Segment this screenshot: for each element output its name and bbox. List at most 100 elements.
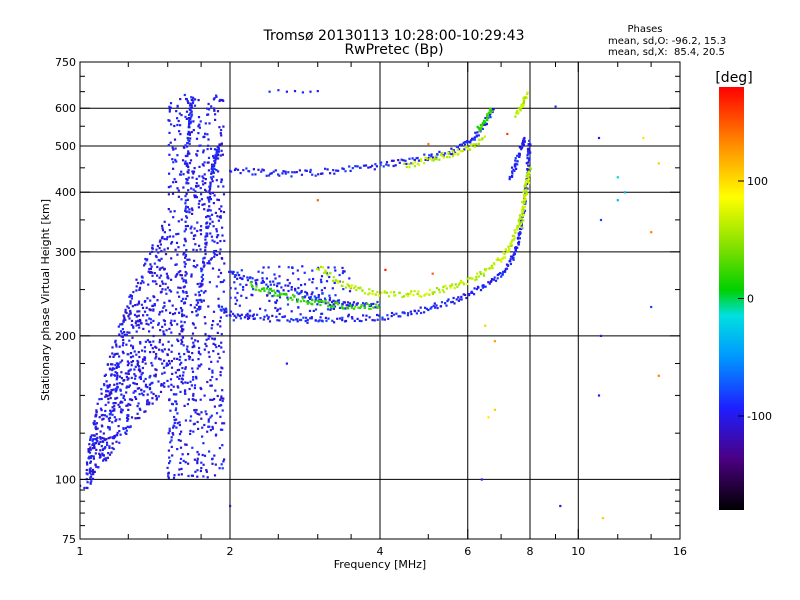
echo-point <box>503 256 507 259</box>
echo-point <box>308 278 311 281</box>
echo-point <box>209 176 213 179</box>
echo-point <box>188 140 191 143</box>
echo-point <box>151 271 154 274</box>
echo-point <box>165 329 168 332</box>
echo-point <box>117 403 120 406</box>
echo-point <box>110 389 114 392</box>
echo-point <box>139 282 142 285</box>
echo-point <box>169 185 172 188</box>
echo-point <box>295 171 298 174</box>
echo-point <box>373 168 376 171</box>
echo-point <box>219 325 222 328</box>
echo-point <box>151 402 154 405</box>
echo-point <box>435 156 438 159</box>
echo-point <box>194 411 197 414</box>
echo-point <box>434 155 437 158</box>
echo-point <box>278 174 281 177</box>
echo-point <box>470 277 474 280</box>
echo-point <box>466 277 469 280</box>
echo-point <box>163 359 166 362</box>
echo-point <box>413 290 416 293</box>
echo-point <box>110 451 113 454</box>
echo-point <box>111 413 114 416</box>
echo-point <box>211 337 214 340</box>
echo-point <box>118 430 121 433</box>
echo-point <box>120 393 123 396</box>
echo-point <box>505 267 509 270</box>
echo-point <box>167 208 170 211</box>
echo-point <box>164 288 167 291</box>
echo-point <box>173 138 177 141</box>
echo-point <box>194 194 197 197</box>
echo-point <box>469 277 472 280</box>
echo-point <box>158 247 161 250</box>
echo-point <box>363 305 366 308</box>
echo-point <box>181 382 184 385</box>
echo-point <box>126 425 129 428</box>
echo-point <box>267 174 271 177</box>
echo-point <box>371 290 374 293</box>
echo-point <box>383 318 386 321</box>
echo-point <box>306 300 310 303</box>
echo-point <box>117 364 120 367</box>
echo-point <box>521 211 525 214</box>
echo-point <box>383 290 386 293</box>
echo-point <box>159 267 162 270</box>
echo-point <box>435 287 439 290</box>
echo-point <box>197 132 200 135</box>
echo-point <box>487 111 490 114</box>
echo-point <box>345 286 348 289</box>
echo-point <box>142 380 145 383</box>
echo-point <box>286 303 290 306</box>
echo-point <box>213 165 216 168</box>
echo-point <box>86 481 89 484</box>
echo-point <box>129 368 132 371</box>
echo-point <box>118 375 122 378</box>
echo-point <box>85 472 88 475</box>
echo-point <box>385 161 389 164</box>
echo-point <box>212 225 215 228</box>
echo-point <box>130 344 133 347</box>
echo-point <box>296 318 299 321</box>
echo-point <box>118 333 121 336</box>
echo-point <box>178 358 181 361</box>
echo-point <box>347 315 350 318</box>
echo-point <box>209 429 212 432</box>
echo-point <box>107 452 110 455</box>
echo-point <box>150 361 153 365</box>
echo-point <box>441 289 444 292</box>
echo-point <box>476 125 479 128</box>
echo-point <box>167 348 170 351</box>
echo-point <box>482 272 485 275</box>
echo-point <box>251 315 254 318</box>
echo-point <box>296 300 299 303</box>
echo-point <box>191 358 194 361</box>
echo-point <box>161 266 164 269</box>
echo-point <box>420 295 423 298</box>
echo-point <box>526 92 529 95</box>
echo-point <box>450 153 453 156</box>
echo-point <box>401 295 404 299</box>
echo-point <box>309 170 312 174</box>
echo-point <box>175 274 178 277</box>
echo-point <box>143 358 146 361</box>
echo-point <box>482 122 485 125</box>
echo-point <box>149 318 152 321</box>
echo-point <box>184 256 187 259</box>
echo-point <box>173 421 176 424</box>
echo-point <box>180 467 183 470</box>
echo-point <box>185 272 188 275</box>
echo-point <box>385 291 389 294</box>
echo-point <box>210 167 213 170</box>
y-tick-label: 400 <box>55 186 76 199</box>
echo-point <box>209 398 212 401</box>
echo-point <box>299 292 302 295</box>
echo-point <box>191 176 194 179</box>
echo-point <box>173 124 176 128</box>
echo-point <box>92 447 95 450</box>
echo-point <box>457 296 460 299</box>
echo-point <box>198 346 201 350</box>
echo-point <box>125 391 128 394</box>
echo-point <box>180 170 183 173</box>
